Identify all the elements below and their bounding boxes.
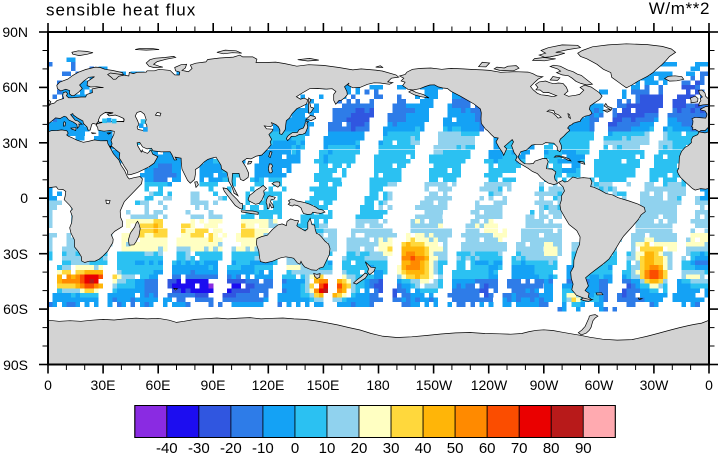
svg-text:120W: 120W (471, 377, 508, 393)
svg-text:20: 20 (351, 440, 368, 457)
svg-text:-20: -20 (220, 440, 242, 457)
svg-text:60: 60 (479, 440, 496, 457)
svg-text:60E: 60E (146, 377, 171, 393)
svg-text:90S: 90S (3, 357, 28, 373)
svg-text:0: 0 (20, 190, 28, 206)
svg-text:60S: 60S (3, 301, 28, 317)
svg-text:30E: 30E (91, 377, 116, 393)
svg-text:70: 70 (511, 440, 528, 457)
svg-text:40: 40 (415, 440, 432, 457)
svg-text:sensible heat flux: sensible heat flux (46, 1, 196, 20)
svg-text:90: 90 (575, 440, 592, 457)
svg-text:0: 0 (705, 377, 713, 393)
svg-text:0: 0 (44, 377, 52, 393)
svg-text:-10: -10 (252, 440, 274, 457)
svg-text:150W: 150W (416, 377, 453, 393)
svg-text:30N: 30N (2, 135, 28, 151)
svg-text:90E: 90E (201, 377, 226, 393)
svg-text:30: 30 (383, 440, 400, 457)
svg-text:10: 10 (319, 440, 336, 457)
svg-text:180: 180 (366, 377, 390, 393)
svg-text:0: 0 (291, 440, 299, 457)
svg-text:60N: 60N (2, 79, 28, 95)
svg-text:120E: 120E (252, 377, 285, 393)
svg-text:-40: -40 (156, 440, 178, 457)
svg-text:30S: 30S (3, 246, 28, 262)
svg-text:60W: 60W (585, 377, 615, 393)
svg-text:W/m**2: W/m**2 (649, 0, 710, 18)
svg-text:-30: -30 (188, 440, 210, 457)
svg-text:90W: 90W (530, 377, 560, 393)
svg-text:90N: 90N (2, 24, 28, 40)
svg-text:30W: 30W (640, 377, 670, 393)
svg-text:150E: 150E (307, 377, 340, 393)
svg-text:80: 80 (543, 440, 560, 457)
svg-text:50: 50 (447, 440, 464, 457)
